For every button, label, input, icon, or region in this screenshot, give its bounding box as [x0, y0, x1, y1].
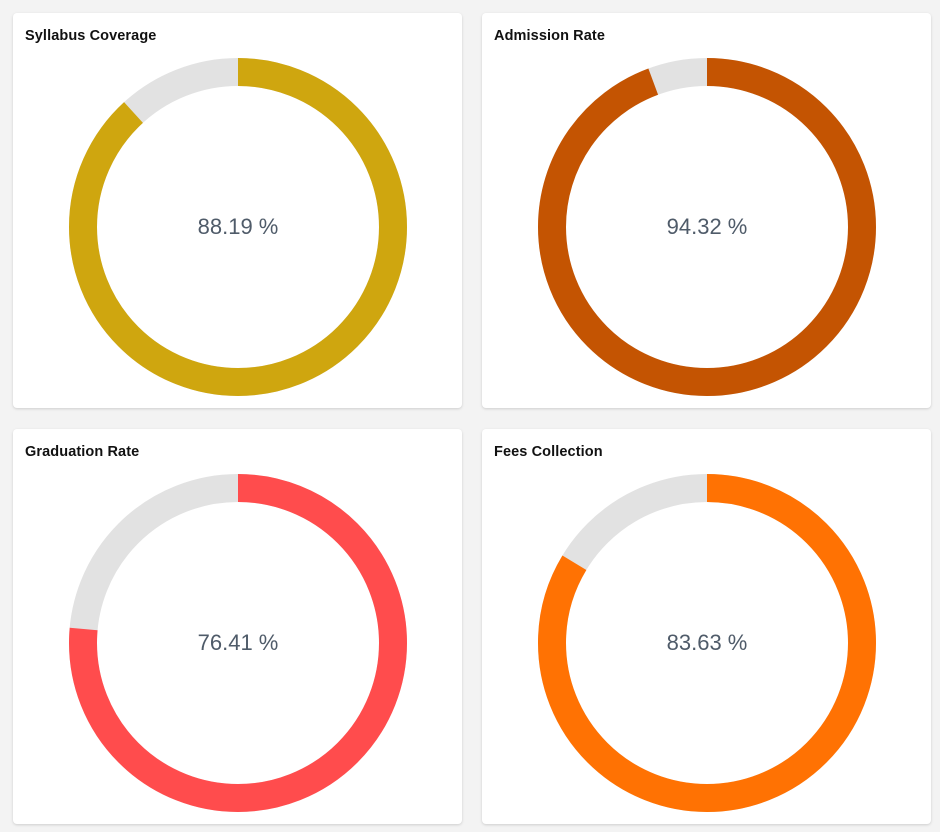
graduation-rate-card: Graduation Rate 76.41 % — [13, 429, 462, 824]
donut-arc — [69, 474, 407, 812]
admission-rate-card: Admission Rate 94.32 % — [482, 13, 931, 408]
card-title: Fees Collection — [494, 444, 603, 460]
donut-chart — [538, 474, 876, 812]
percentage-label: 76.41 % — [197, 630, 279, 655]
percentage-label: 83.63 % — [666, 630, 748, 655]
card-title: Admission Rate — [494, 28, 605, 44]
percentage-label: 94.32 % — [666, 214, 748, 239]
percentage-label: 88.19 % — [197, 214, 279, 239]
fees-collection-card: Fees Collection 83.63 % — [482, 429, 931, 824]
donut-chart — [538, 58, 876, 396]
donut-chart — [69, 474, 407, 812]
syllabus-coverage-card: Syllabus Coverage 88.19 % — [13, 13, 462, 408]
card-title: Graduation Rate — [25, 444, 140, 460]
card-title: Syllabus Coverage — [25, 28, 157, 44]
donut-arc — [538, 58, 876, 396]
donut-arc — [538, 474, 876, 812]
donut-chart — [69, 58, 407, 396]
donut-arc — [69, 58, 407, 396]
